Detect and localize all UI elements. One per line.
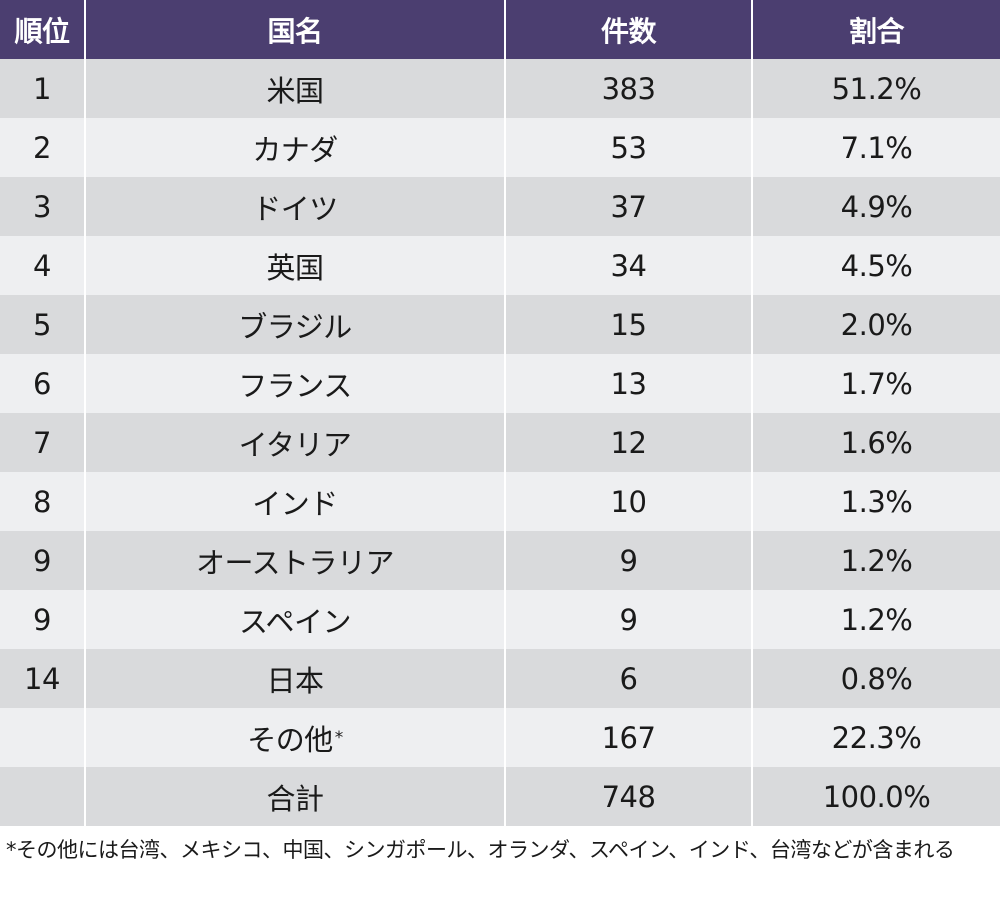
header-count: 件数 [506, 0, 753, 59]
count-cell: 10 [506, 472, 753, 531]
rank-cell: 6 [0, 354, 86, 413]
table-row: 5 ブラジル 15 2.0% [0, 295, 1000, 354]
footnote: *その他には台湾、メキシコ、中国、シンガポール、オランダ、スペイン、インド、台湾… [6, 838, 955, 862]
table-row: 7 イタリア 12 1.6% [0, 413, 1000, 472]
table-row-total: 合計 748 100.0% [0, 767, 1000, 826]
rank-cell: 3 [0, 177, 86, 236]
rank-cell: 1 [0, 59, 86, 118]
table-header-row: 順位 国名 件数 割合 [0, 0, 1000, 59]
rank-cell: 2 [0, 118, 86, 177]
share-cell: 1.7% [840, 366, 913, 401]
count-cell: 167 [506, 708, 753, 767]
share-cell: 100.0% [822, 779, 931, 814]
count-cell: 53 [506, 118, 753, 177]
rank-cell [0, 708, 86, 767]
country-cell: オーストラリア [86, 531, 506, 590]
table-row: 9 スペイン 9 1.2% [0, 590, 1000, 649]
country-cell: フランス [86, 354, 506, 413]
header-rank: 順位 [0, 0, 86, 59]
country-cell: 日本 [86, 649, 506, 708]
rank-cell: 7 [0, 413, 86, 472]
share-cell: 2.0% [840, 307, 913, 342]
share-cell: 1.2% [840, 543, 913, 578]
count-cell: 9 [506, 590, 753, 649]
share-cell: 0.8% [840, 661, 913, 696]
count-cell: 6 [506, 649, 753, 708]
table-row: 3 ドイツ 37 4.9% [0, 177, 1000, 236]
table-row: 1 米国 383 51.2% [0, 59, 1000, 118]
share-cell: 1.2% [840, 602, 913, 637]
table-row: 2 カナダ 53 7.1% [0, 118, 1000, 177]
ranking-table: 順位 国名 件数 割合 1 米国 383 51.2% 2 カナダ 53 7.1%… [0, 0, 1000, 826]
count-cell: 15 [506, 295, 753, 354]
count-cell: 34 [506, 236, 753, 295]
country-cell: 米国 [86, 59, 506, 118]
rank-cell: 9 [0, 531, 86, 590]
country-cell: ドイツ [86, 177, 506, 236]
rank-cell: 5 [0, 295, 86, 354]
count-cell: 9 [506, 531, 753, 590]
count-cell: 37 [506, 177, 753, 236]
count-cell: 748 [506, 767, 753, 826]
share-cell: 1.6% [840, 425, 913, 460]
table-row-other: その他 * 167 22.3% [0, 708, 1000, 767]
country-label: その他 [247, 722, 333, 757]
share-cell: 4.5% [840, 248, 913, 283]
country-cell: カナダ [86, 118, 506, 177]
table-row: 9 オーストラリア 9 1.2% [0, 531, 1000, 590]
country-cell-other: その他 * [86, 708, 506, 767]
rank-cell: 14 [0, 649, 86, 708]
country-cell: ブラジル [86, 295, 506, 354]
count-cell: 13 [506, 354, 753, 413]
country-cell: スペイン [86, 590, 506, 649]
rank-cell: 8 [0, 472, 86, 531]
share-cell: 22.3% [831, 720, 922, 755]
share-cell: 4.9% [840, 189, 913, 224]
rank-cell: 4 [0, 236, 86, 295]
header-country: 国名 [86, 0, 506, 59]
share-cell: 1.3% [840, 484, 913, 519]
country-cell: 合計 [86, 767, 506, 826]
rank-cell: 9 [0, 590, 86, 649]
table-row: 14 日本 6 0.8% [0, 649, 1000, 708]
share-cell: 7.1% [840, 130, 913, 165]
table-row: 4 英国 34 4.5% [0, 236, 1000, 295]
share-cell: 51.2% [831, 71, 922, 106]
table-row: 6 フランス 13 1.7% [0, 354, 1000, 413]
country-cell: 英国 [86, 236, 506, 295]
count-cell: 383 [506, 59, 753, 118]
header-share: 割合 [848, 14, 905, 48]
table-row: 8 インド 10 1.3% [0, 472, 1000, 531]
count-cell: 12 [506, 413, 753, 472]
rank-cell [0, 767, 86, 826]
country-cell: イタリア [86, 413, 506, 472]
country-cell: インド [86, 472, 506, 531]
